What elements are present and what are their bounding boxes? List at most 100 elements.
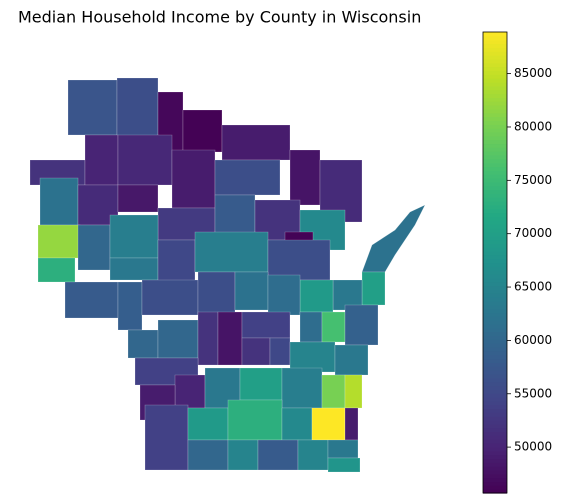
- colorbar-band: [483, 454, 507, 460]
- colorbar-band: [483, 239, 507, 244]
- colorbar-band: [483, 231, 507, 237]
- colorbar-band: [483, 43, 507, 48]
- county: [327, 439, 359, 459]
- colorbar-band: [483, 212, 507, 217]
- colorbar-band: [483, 254, 507, 260]
- county: [344, 304, 379, 346]
- colorbar-band: [483, 224, 507, 229]
- colorbar-band: [483, 331, 507, 337]
- colorbar-band: [483, 158, 507, 164]
- colorbar-band: [483, 396, 507, 402]
- colorbar-band: [483, 481, 507, 486]
- colorbar-band: [483, 485, 507, 490]
- county: [67, 79, 118, 136]
- colorbar-tick-label: 80000: [514, 119, 552, 133]
- colorbar-band: [483, 293, 507, 298]
- county: [267, 274, 301, 316]
- county: [297, 439, 329, 471]
- county: [194, 231, 269, 273]
- county: [281, 367, 323, 409]
- colorbar-band: [483, 151, 507, 156]
- colorbar-band: [483, 208, 507, 214]
- colorbar-band: [483, 308, 507, 314]
- colorbar-band: [483, 462, 507, 467]
- colorbar-band: [483, 81, 507, 87]
- colorbar-band: [483, 450, 507, 456]
- colorbar-band: [483, 439, 507, 444]
- colorbar-band: [483, 312, 507, 317]
- colorbar-band: [483, 131, 507, 137]
- county: [84, 134, 119, 186]
- county: [39, 177, 79, 226]
- colorbar-band: [483, 47, 507, 52]
- colorbar-band: [483, 104, 507, 110]
- colorbar-band: [483, 400, 507, 406]
- colorbar-band: [483, 174, 507, 179]
- county: [197, 311, 219, 366]
- county: [187, 407, 229, 441]
- colorbar: 50000 55000 60000 65000 70000 75000 80000 85000: [483, 32, 552, 494]
- colorbar-band: [483, 335, 507, 340]
- colorbar-band: [483, 124, 507, 129]
- colorbar-band: [483, 166, 507, 171]
- county: [141, 279, 199, 316]
- colorbar-band: [483, 266, 507, 271]
- colorbar-band: [483, 423, 507, 429]
- colorbar-band: [483, 227, 507, 233]
- colorbar-band: [483, 66, 507, 72]
- colorbar-band: [483, 393, 507, 398]
- county: [361, 204, 426, 273]
- colorbar-band: [483, 350, 507, 356]
- colorbar-band: [483, 112, 507, 118]
- county: [117, 281, 143, 331]
- colorbar-band: [483, 431, 507, 436]
- county: [257, 439, 299, 471]
- colorbar-band: [483, 139, 507, 145]
- colorbar-band: [483, 55, 507, 60]
- colorbar-band: [483, 250, 507, 256]
- colorbar-band: [483, 373, 507, 379]
- colorbar-band: [483, 362, 507, 367]
- colorbar-band: [483, 343, 507, 348]
- colorbar-band: [483, 78, 507, 83]
- colorbar-band: [483, 412, 507, 417]
- colorbar-band: [483, 154, 507, 160]
- county: [127, 329, 159, 359]
- county: [321, 311, 346, 343]
- county: [109, 214, 159, 259]
- county: [239, 367, 283, 401]
- county: [281, 407, 313, 441]
- county: [64, 281, 119, 319]
- colorbar-band: [483, 58, 507, 64]
- county: [214, 194, 256, 236]
- colorbar-band: [483, 285, 507, 290]
- county: [109, 257, 159, 281]
- colorbar-band: [483, 89, 507, 95]
- colorbar-band: [483, 347, 507, 352]
- colorbar-band: [483, 204, 507, 210]
- county: [197, 271, 236, 316]
- colorbar-band: [483, 197, 507, 202]
- colorbar-band: [483, 128, 507, 133]
- colorbar-band: [483, 147, 507, 152]
- colorbar-tick-label: 60000: [514, 333, 552, 347]
- county: [227, 399, 283, 441]
- colorbar-tick-label: 75000: [514, 173, 552, 187]
- county: [344, 407, 359, 441]
- colorbar-band: [483, 300, 507, 306]
- county: [174, 374, 206, 409]
- colorbar-band: [483, 277, 507, 283]
- colorbar-band: [483, 70, 507, 75]
- colorbar-band: [483, 220, 507, 225]
- colorbar-band: [483, 93, 507, 98]
- colorbar-band: [483, 408, 507, 413]
- colorbar-tick-label: 50000: [514, 440, 552, 454]
- colorbar-band: [483, 435, 507, 440]
- colorbar-band: [483, 316, 507, 321]
- colorbar-band: [483, 443, 507, 448]
- county: [321, 374, 346, 409]
- colorbar-band: [483, 366, 507, 371]
- county: [289, 341, 336, 373]
- colorbar-band: [483, 62, 507, 68]
- colorbar-tick-label: 55000: [514, 386, 552, 400]
